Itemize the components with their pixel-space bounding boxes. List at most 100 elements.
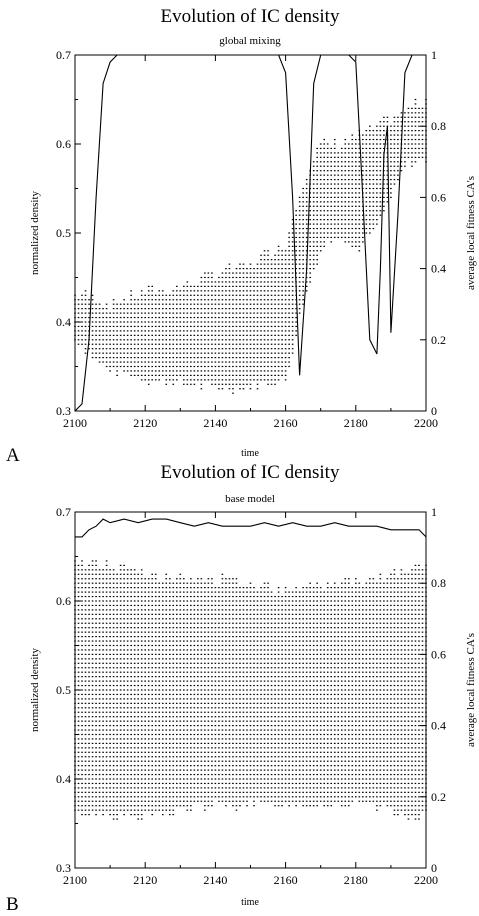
density-point (88, 591, 90, 593)
density-point (133, 644, 136, 647)
density-point (319, 143, 322, 145)
density-point (123, 370, 125, 372)
density-point (340, 147, 343, 150)
density-point (147, 676, 150, 678)
density-point (239, 658, 241, 660)
density-point (337, 210, 340, 212)
density-point (175, 640, 178, 642)
density-point (197, 649, 199, 651)
density-point (211, 747, 213, 749)
density-point (161, 765, 164, 767)
density-point (246, 308, 248, 310)
density-point (274, 316, 276, 319)
density-point (74, 698, 76, 700)
density-point (88, 769, 90, 771)
density-point (242, 290, 245, 292)
density-point (147, 308, 150, 310)
density-point (232, 357, 234, 359)
density-point (214, 765, 217, 767)
density-point (190, 684, 192, 687)
density-point (204, 276, 206, 279)
density-point (242, 742, 245, 744)
density-point (137, 778, 139, 780)
density-point (95, 357, 97, 359)
density-point (123, 334, 125, 336)
density-point (193, 365, 196, 368)
density-point (151, 290, 154, 292)
density-point (140, 343, 143, 345)
density-point (144, 805, 146, 807)
density-point (249, 684, 252, 687)
density-point (211, 281, 213, 283)
density-point (81, 676, 83, 678)
density-point (168, 716, 171, 718)
density-point (123, 622, 125, 624)
panel-a: Evolution of IC density global mixing no… (6, 6, 477, 466)
density-point (183, 591, 185, 593)
density-point (267, 383, 269, 385)
density-point (414, 147, 417, 150)
density-point (105, 582, 108, 584)
density-point (98, 303, 101, 305)
density-point (232, 796, 234, 798)
density-point (193, 667, 196, 669)
density-point (116, 671, 118, 673)
density-point (91, 778, 94, 780)
density-point (119, 644, 122, 647)
density-point (116, 667, 118, 669)
density-point (109, 361, 111, 363)
density-point (207, 627, 210, 629)
density-point (239, 671, 241, 673)
density-point (98, 613, 101, 615)
density-point (172, 760, 175, 762)
density-point (197, 778, 199, 780)
density-point (98, 684, 101, 687)
density-point (214, 725, 217, 727)
density-point (225, 383, 227, 385)
density-point (165, 791, 168, 793)
density-point (77, 578, 80, 580)
density-point (126, 653, 129, 655)
density-point (270, 343, 273, 345)
density-point (147, 343, 150, 345)
density-point (175, 622, 178, 624)
density-point (183, 303, 185, 305)
density-point (190, 357, 192, 359)
density-point (228, 281, 231, 283)
density-point (228, 787, 231, 789)
density-point (105, 733, 108, 736)
density-point (84, 348, 87, 350)
density-point (130, 600, 132, 602)
density-point (211, 294, 213, 296)
density-point (119, 339, 122, 341)
density-point (309, 192, 311, 194)
density-point (232, 276, 234, 279)
density-point (140, 773, 143, 776)
density-point (337, 179, 340, 181)
density-point (95, 662, 97, 664)
density-point (319, 219, 322, 221)
density-point (84, 600, 87, 602)
density-point (397, 165, 399, 167)
density-point (168, 676, 171, 678)
density-point (119, 769, 122, 771)
density-point (74, 609, 76, 611)
density-point (102, 814, 104, 816)
density-point (74, 299, 76, 301)
density-point (116, 357, 118, 359)
density-point (109, 316, 111, 319)
density-point (214, 281, 217, 283)
density-point (140, 787, 143, 789)
density-point (337, 201, 340, 203)
density-point (105, 334, 108, 336)
density-point (105, 627, 108, 629)
density-point (144, 778, 146, 780)
density-point (168, 751, 171, 753)
density-point (112, 640, 115, 642)
density-point (144, 702, 146, 704)
density-point (140, 604, 143, 607)
density-point (319, 187, 322, 190)
density-point (193, 374, 196, 376)
density-point (207, 330, 210, 332)
density-point (235, 658, 238, 660)
